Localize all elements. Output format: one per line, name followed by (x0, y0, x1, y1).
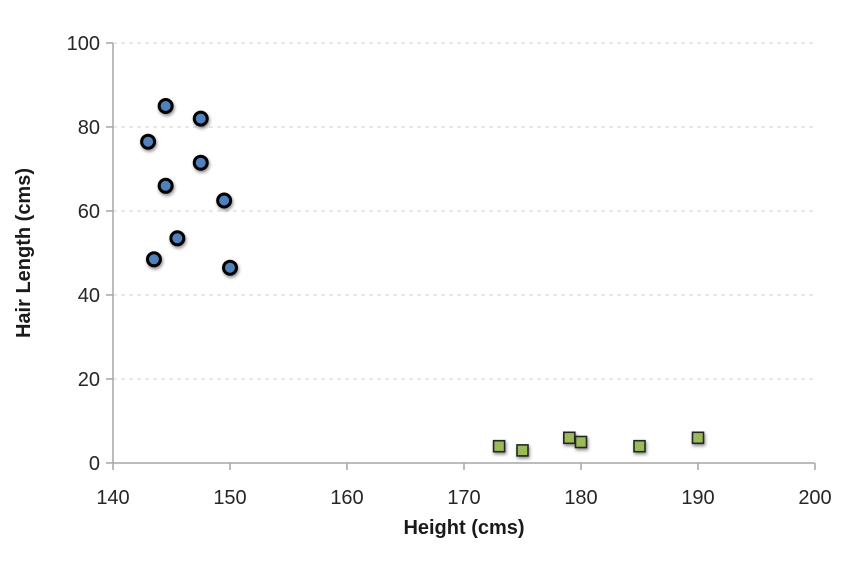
y-tick-label-60: 60 (78, 201, 100, 223)
data-point-square-2 (562, 431, 576, 445)
data-point-circle-6 (169, 230, 186, 247)
axes (112, 43, 815, 464)
data-points (140, 98, 705, 457)
x-tick-label-200: 200 (798, 487, 831, 509)
y-tick-label-80: 80 (78, 117, 100, 139)
data-point-square-5 (691, 431, 705, 445)
x-tick-label-190: 190 (681, 487, 714, 509)
x-tick-label-160: 160 (330, 487, 363, 509)
data-point-circle-3 (192, 154, 209, 171)
tick-marks (106, 42, 816, 470)
y-tick-label-100: 100 (67, 33, 100, 55)
data-point-circle-8 (222, 259, 238, 276)
x-tick-label-170: 170 (447, 487, 480, 509)
x-tick-label-140: 140 (96, 487, 129, 509)
y-tick-label-40: 40 (78, 285, 100, 307)
y-tick-label-20: 20 (78, 369, 100, 391)
y-axis-title: Hair Length (cms) (13, 168, 35, 338)
x-axis-title: Height (cms) (403, 517, 524, 539)
y-tick-label-0: 0 (89, 453, 100, 475)
gridlines (113, 42, 815, 380)
data-point-circle-2 (140, 133, 157, 150)
data-point-circle-7 (145, 251, 162, 268)
data-point-square-3 (574, 435, 588, 449)
data-point-circle-1 (192, 110, 209, 127)
tick-labels: 140 150 160 170 180 190 200 0 20 40 60 80 100 (67, 33, 832, 509)
data-point-circle-5 (216, 192, 233, 209)
data-point-circle-4 (157, 177, 174, 194)
data-point-circle-0 (157, 98, 174, 114)
x-tick-label-150: 150 (213, 487, 246, 509)
data-point-square-4 (633, 439, 646, 453)
data-point-square-1 (516, 444, 529, 457)
data-point-square-0 (492, 439, 506, 453)
x-tick-label-180: 180 (564, 487, 597, 509)
